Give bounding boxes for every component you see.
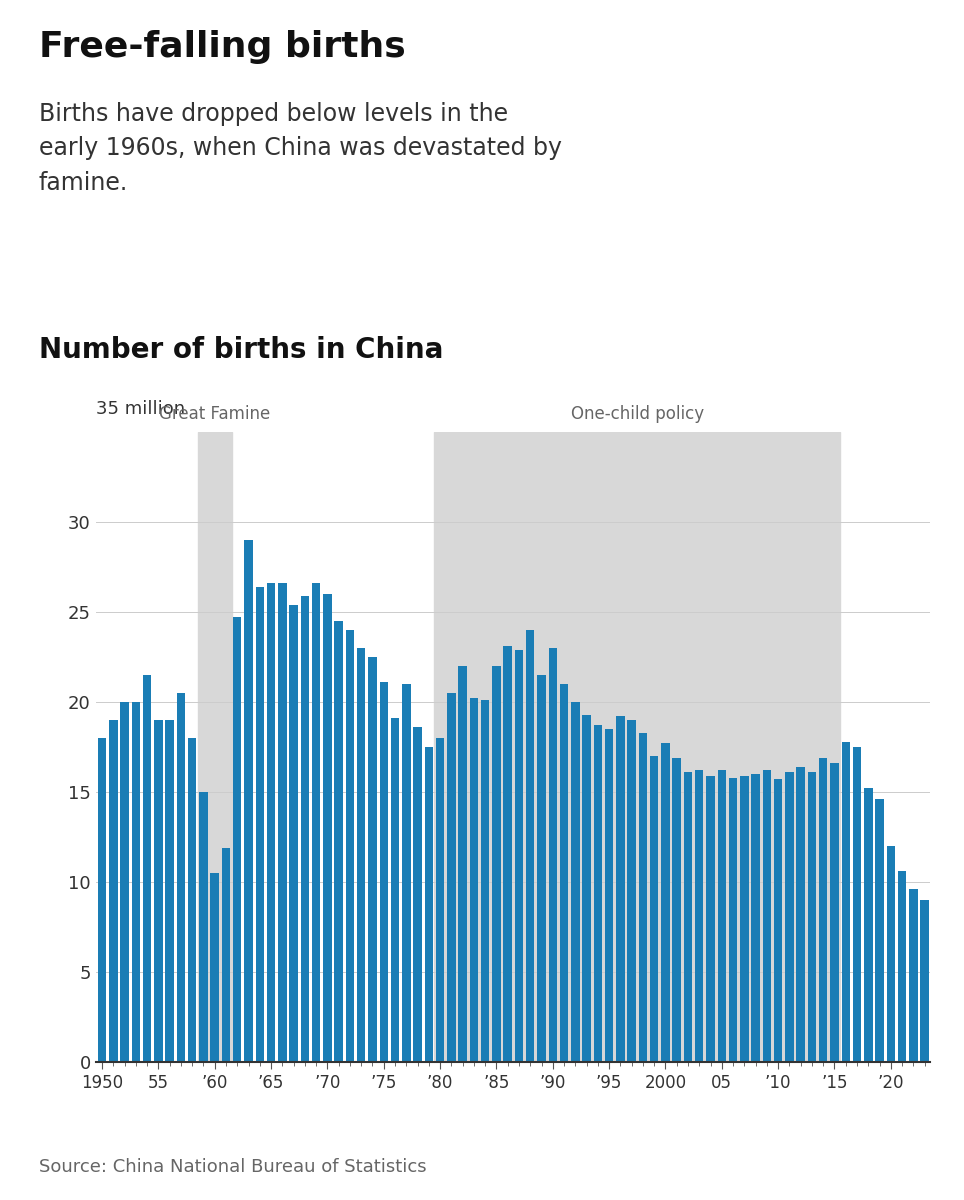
Bar bbox=[604, 728, 613, 1062]
Bar bbox=[402, 684, 411, 1062]
Bar bbox=[628, 720, 636, 1062]
Text: Number of births in China: Number of births in China bbox=[39, 336, 442, 364]
Bar bbox=[210, 874, 219, 1062]
Bar bbox=[729, 778, 737, 1062]
Bar bbox=[571, 702, 579, 1062]
Bar bbox=[469, 698, 478, 1062]
Bar bbox=[683, 773, 692, 1062]
Bar bbox=[673, 758, 681, 1062]
Bar bbox=[120, 702, 129, 1062]
Bar bbox=[650, 756, 658, 1062]
Bar bbox=[695, 770, 704, 1062]
Text: 35 million: 35 million bbox=[96, 400, 185, 418]
Bar bbox=[786, 773, 793, 1062]
Bar bbox=[424, 746, 433, 1062]
Bar bbox=[897, 871, 906, 1062]
Bar bbox=[594, 725, 602, 1062]
Bar bbox=[661, 743, 670, 1062]
Bar bbox=[751, 774, 760, 1062]
Bar bbox=[436, 738, 444, 1062]
Bar bbox=[481, 700, 490, 1062]
Bar bbox=[459, 666, 467, 1062]
Bar bbox=[560, 684, 568, 1062]
Bar bbox=[875, 799, 884, 1062]
Bar bbox=[707, 775, 714, 1062]
Text: Births have dropped below levels in the
early 1960s, when China was devastated b: Births have dropped below levels in the … bbox=[39, 102, 562, 194]
Text: Free-falling births: Free-falling births bbox=[39, 30, 405, 64]
Bar bbox=[267, 583, 276, 1062]
Bar bbox=[796, 767, 805, 1062]
Bar bbox=[717, 770, 726, 1062]
Bar bbox=[639, 732, 647, 1062]
Bar bbox=[447, 692, 456, 1062]
Bar bbox=[132, 702, 140, 1062]
Bar bbox=[435, 432, 840, 1062]
Bar bbox=[323, 594, 332, 1062]
Bar bbox=[864, 788, 872, 1062]
Bar bbox=[549, 648, 557, 1062]
Bar bbox=[346, 630, 354, 1062]
Bar bbox=[188, 738, 197, 1062]
Bar bbox=[526, 630, 534, 1062]
Bar bbox=[143, 674, 151, 1062]
Bar bbox=[774, 780, 783, 1062]
Bar bbox=[278, 583, 286, 1062]
Bar bbox=[537, 674, 546, 1062]
Bar bbox=[200, 792, 207, 1062]
Bar bbox=[909, 889, 918, 1062]
Bar bbox=[390, 718, 399, 1062]
Bar bbox=[808, 773, 817, 1062]
Text: Source: China National Bureau of Statistics: Source: China National Bureau of Statist… bbox=[39, 1158, 426, 1176]
Bar bbox=[921, 900, 929, 1062]
Bar bbox=[233, 618, 241, 1062]
Bar bbox=[616, 716, 625, 1062]
Bar bbox=[312, 583, 320, 1062]
Bar bbox=[819, 758, 827, 1062]
Bar bbox=[97, 738, 106, 1062]
Bar bbox=[335, 622, 343, 1062]
Bar bbox=[154, 720, 163, 1062]
Bar bbox=[493, 666, 500, 1062]
Bar bbox=[842, 742, 850, 1062]
Bar bbox=[763, 770, 771, 1062]
Bar bbox=[503, 646, 512, 1062]
Bar bbox=[414, 727, 422, 1062]
Bar bbox=[301, 595, 309, 1062]
Bar bbox=[222, 847, 230, 1062]
Bar bbox=[380, 682, 388, 1062]
Text: One-child policy: One-child policy bbox=[571, 404, 704, 422]
Bar bbox=[244, 540, 253, 1062]
Text: Great Famine: Great Famine bbox=[159, 404, 270, 422]
Bar bbox=[289, 605, 298, 1062]
Bar bbox=[176, 692, 185, 1062]
Bar bbox=[515, 649, 523, 1062]
Bar bbox=[830, 763, 839, 1062]
Bar bbox=[740, 775, 749, 1062]
Bar bbox=[166, 720, 174, 1062]
Bar bbox=[887, 846, 895, 1062]
Bar bbox=[357, 648, 365, 1062]
Bar bbox=[255, 587, 264, 1062]
Bar bbox=[853, 746, 861, 1062]
Bar bbox=[582, 714, 591, 1062]
Bar bbox=[368, 658, 377, 1062]
Bar bbox=[198, 432, 231, 1062]
Bar bbox=[109, 720, 118, 1062]
